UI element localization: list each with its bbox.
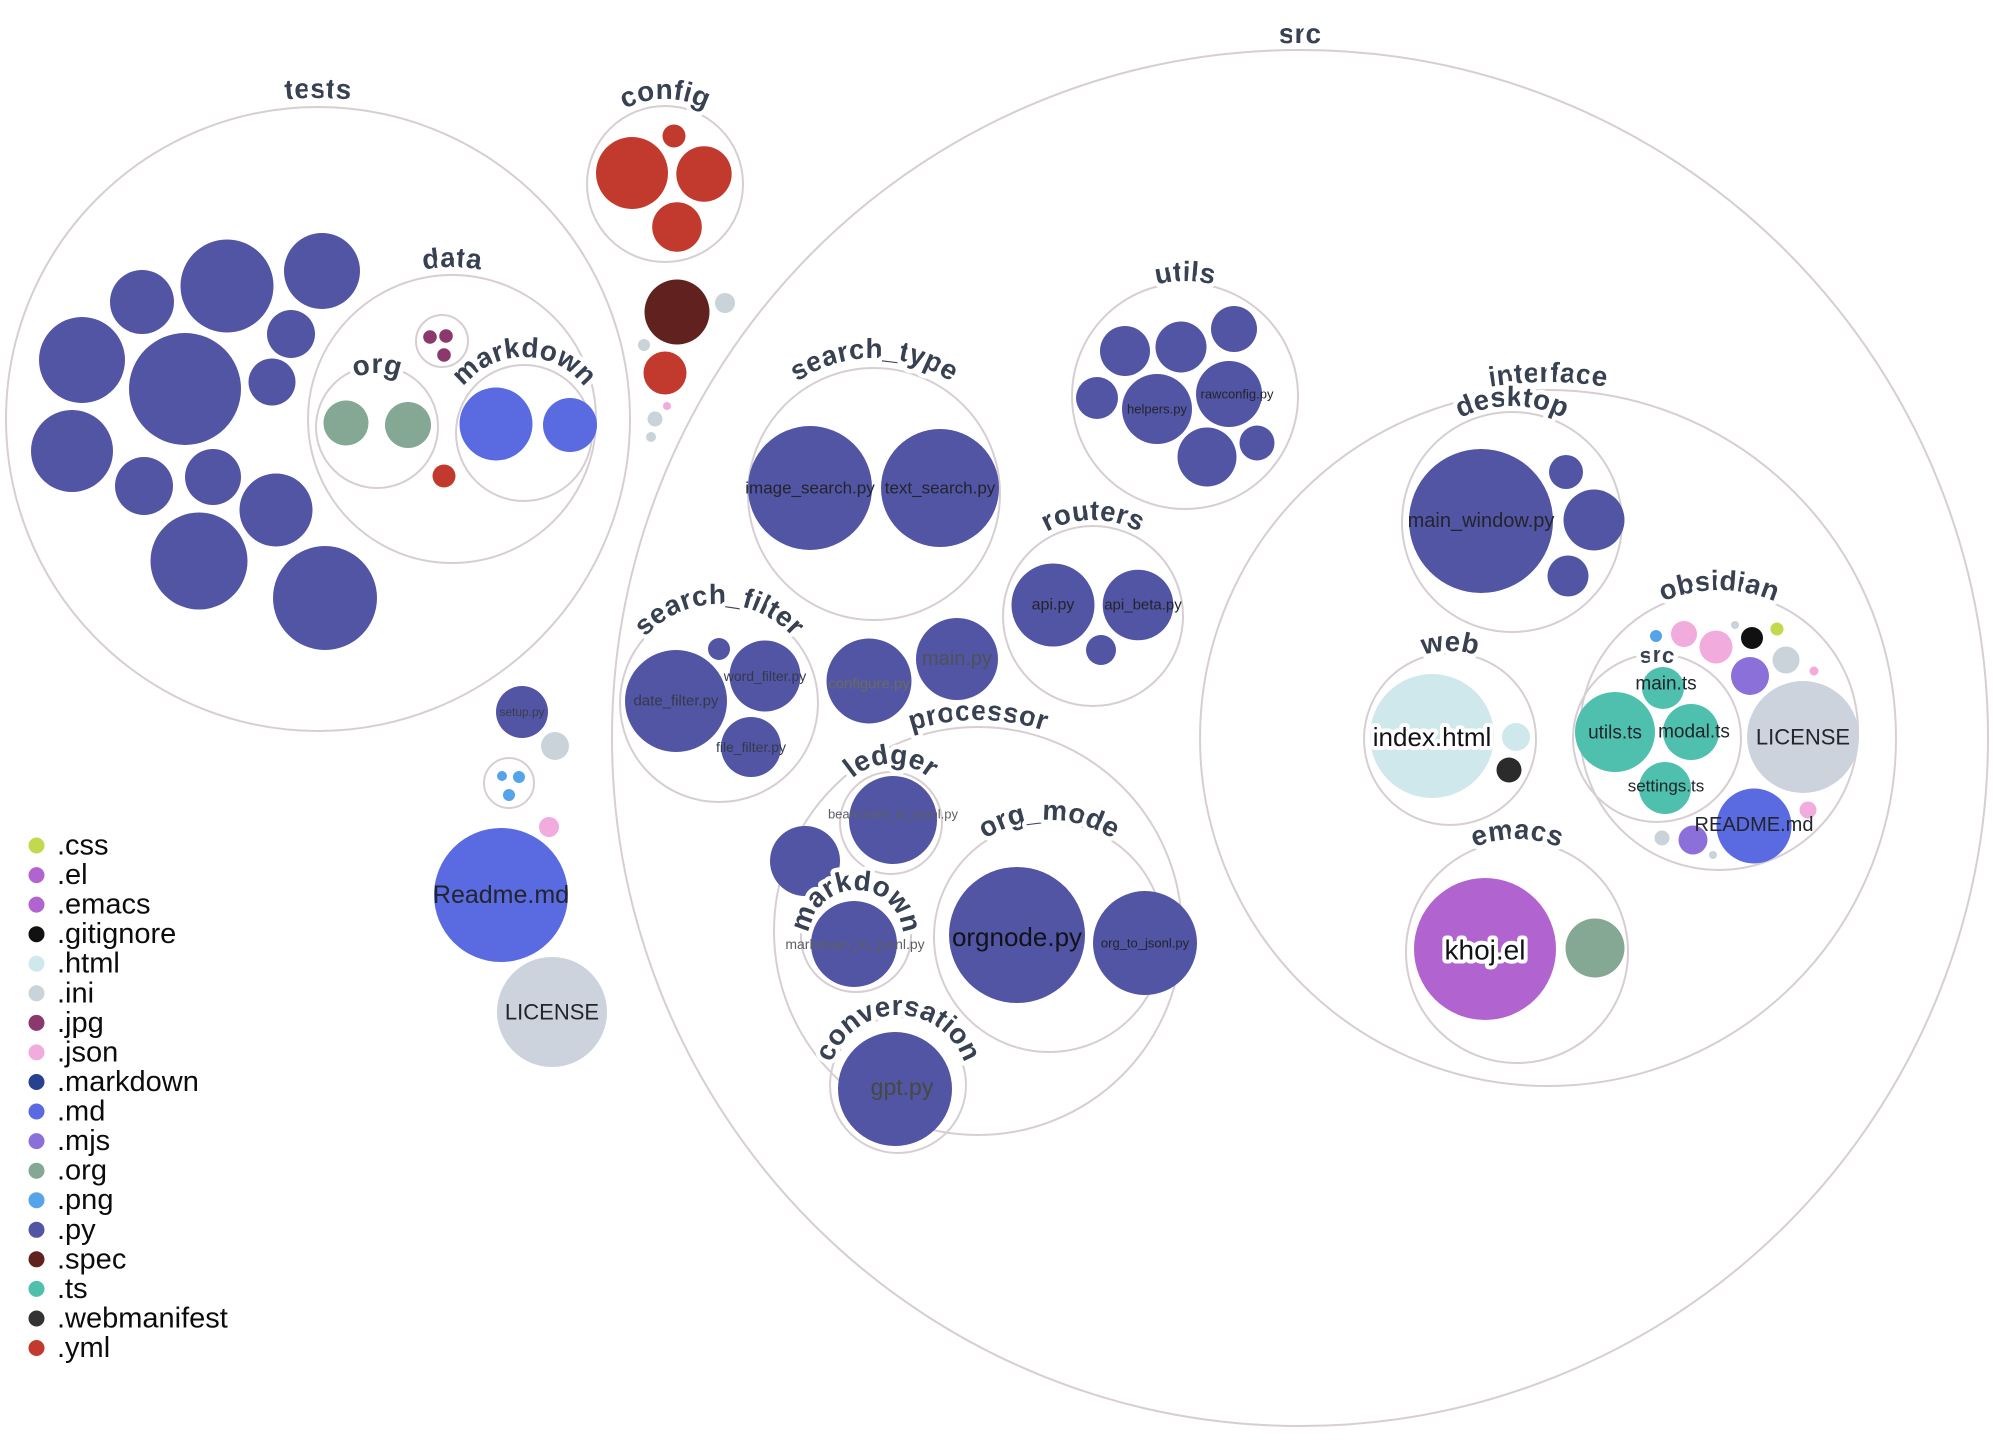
- svg-text:.ts: .ts: [57, 1273, 88, 1305]
- svg-text:README.md: README.md: [1695, 814, 1814, 836]
- svg-text:main.ts: main.ts: [1635, 674, 1696, 695]
- svg-text:.html: .html: [57, 948, 120, 980]
- svg-text:utils: utils: [1152, 256, 1218, 290]
- svg-text:org_to_jsonl.py: org_to_jsonl.py: [1101, 936, 1190, 951]
- svg-text:.png: .png: [57, 1184, 113, 1216]
- svg-text:helpers.py: helpers.py: [1127, 402, 1187, 417]
- svg-text:.el: .el: [57, 859, 88, 891]
- svg-text:web: web: [1417, 626, 1482, 661]
- svg-text:.yml: .yml: [57, 1332, 110, 1364]
- svg-text:config: config: [615, 74, 715, 114]
- svg-text:.org: .org: [57, 1155, 107, 1187]
- svg-text:configure.py: configure.py: [828, 676, 910, 693]
- svg-text:src: src: [1279, 18, 1322, 49]
- svg-text:src: src: [1638, 642, 1676, 668]
- svg-text:orgnode.py: orgnode.py: [952, 922, 1082, 952]
- svg-text:main_window.py: main_window.py: [1408, 510, 1555, 532]
- svg-text:image_search.py: image_search.py: [745, 479, 875, 498]
- svg-text:.json: .json: [57, 1036, 118, 1068]
- svg-text:interface: interface: [1486, 357, 1609, 393]
- svg-text:api.py: api.py: [1032, 597, 1075, 614]
- svg-text:.emacs: .emacs: [57, 889, 150, 921]
- svg-text:processor: processor: [904, 695, 1051, 736]
- svg-text:.webmanifest: .webmanifest: [57, 1303, 228, 1335]
- svg-text:Readme.md: Readme.md: [433, 881, 569, 909]
- svg-text:.jpg: .jpg: [57, 1007, 104, 1039]
- svg-text:.py: .py: [57, 1214, 96, 1246]
- svg-text:api_beta.py: api_beta.py: [1104, 597, 1182, 614]
- svg-text:khoj.el: khoj.el: [1445, 935, 1526, 966]
- svg-text:markdown: markdown: [445, 332, 603, 391]
- svg-text:LICENSE: LICENSE: [505, 1000, 599, 1025]
- svg-text:emacs: emacs: [1467, 814, 1568, 853]
- svg-text:org_mode: org_mode: [973, 795, 1126, 844]
- svg-text:beancount_to_jsonl.py: beancount_to_jsonl.py: [828, 807, 959, 822]
- svg-text:search_type: search_type: [784, 333, 964, 387]
- svg-text:rawconfig.py: rawconfig.py: [1201, 387, 1274, 402]
- svg-text:date_filter.py: date_filter.py: [633, 693, 719, 710]
- svg-text:gpt.py: gpt.py: [871, 1074, 934, 1100]
- svg-text:org: org: [349, 348, 406, 383]
- svg-text:setup.py: setup.py: [499, 705, 544, 719]
- svg-text:.ini: .ini: [57, 977, 94, 1009]
- svg-text:LICENSE: LICENSE: [1756, 725, 1850, 750]
- svg-text:tests: tests: [283, 73, 352, 106]
- svg-text:.gitignore: .gitignore: [57, 918, 176, 950]
- svg-text:utils.ts: utils.ts: [1588, 723, 1642, 744]
- svg-text:text_search.py: text_search.py: [885, 479, 996, 498]
- svg-text:obsidian: obsidian: [1654, 565, 1783, 607]
- svg-text:routers: routers: [1036, 495, 1150, 537]
- svg-text:settings.ts: settings.ts: [1628, 777, 1705, 796]
- svg-text:modal.ts: modal.ts: [1658, 722, 1730, 743]
- svg-text:.markdown: .markdown: [57, 1066, 199, 1098]
- svg-text:.mjs: .mjs: [57, 1125, 110, 1157]
- svg-text:data: data: [420, 242, 484, 276]
- svg-text:.spec: .spec: [57, 1243, 126, 1275]
- svg-text:main.py: main.py: [922, 648, 992, 670]
- svg-text:word_filter.py: word_filter.py: [723, 668, 806, 684]
- svg-text:markdown_to_jsonl.py: markdown_to_jsonl.py: [785, 936, 924, 952]
- svg-text:.md: .md: [57, 1096, 105, 1128]
- svg-text:.css: .css: [57, 830, 109, 862]
- svg-text:search_filter: search_filter: [628, 579, 811, 641]
- svg-text:index.html: index.html: [1373, 722, 1492, 752]
- svg-text:file_filter.py: file_filter.py: [716, 739, 786, 755]
